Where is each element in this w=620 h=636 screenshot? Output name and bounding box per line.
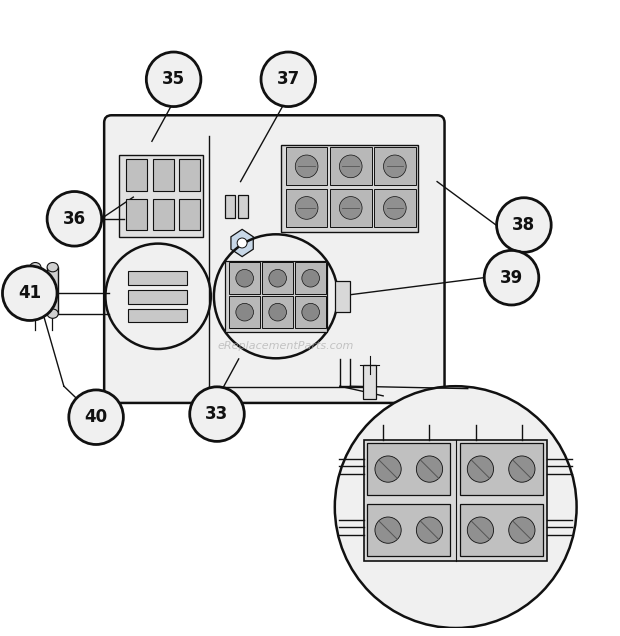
Text: 41: 41 [18,284,42,302]
Text: 36: 36 [63,210,86,228]
Circle shape [467,456,494,482]
Circle shape [236,270,254,287]
Bar [128,290,187,304]
Bar [128,308,187,322]
Bar [330,148,371,185]
Circle shape [302,270,319,287]
Bar [367,443,450,495]
Circle shape [497,198,551,252]
Bar [229,296,260,328]
Bar [286,189,327,227]
Text: eReplacementParts.com: eReplacementParts.com [217,341,353,351]
Circle shape [484,251,539,305]
Bar [262,296,293,328]
Bar [365,441,547,562]
Bar [128,272,187,285]
Circle shape [509,517,535,543]
Bar [367,504,450,556]
Circle shape [236,303,254,321]
Circle shape [417,517,443,543]
Text: 40: 40 [84,408,108,426]
Bar [459,504,542,556]
Circle shape [269,303,286,321]
Circle shape [237,238,247,248]
Circle shape [69,390,123,445]
Bar [225,261,327,332]
Circle shape [302,303,319,321]
Bar [153,198,174,230]
Bar [225,195,235,218]
Bar [330,189,371,227]
Bar [459,443,542,495]
Bar [281,144,418,232]
Polygon shape [231,230,254,256]
Bar [239,195,249,218]
Circle shape [417,456,443,482]
Bar [126,198,148,230]
Ellipse shape [47,263,58,272]
Circle shape [384,155,406,177]
Ellipse shape [30,309,41,318]
Circle shape [384,197,406,219]
Bar [47,267,58,314]
Circle shape [335,386,577,628]
Text: 33: 33 [205,405,229,423]
Bar [179,160,200,191]
Circle shape [467,517,494,543]
Circle shape [375,517,401,543]
Ellipse shape [30,263,41,272]
Bar [286,148,327,185]
Circle shape [375,456,401,482]
Text: 35: 35 [162,71,185,88]
Circle shape [47,191,102,246]
Bar [262,263,293,294]
Bar [229,263,260,294]
Circle shape [295,197,318,219]
Circle shape [509,456,535,482]
Circle shape [269,270,286,287]
Bar [295,263,326,294]
Text: 37: 37 [277,71,300,88]
Ellipse shape [47,309,58,318]
Circle shape [339,197,362,219]
Circle shape [339,155,362,177]
Bar [30,267,41,314]
Bar [119,155,203,237]
Circle shape [2,266,57,321]
Text: 38: 38 [512,216,536,234]
Bar [363,364,376,399]
Bar [295,296,326,328]
Text: 39: 39 [500,268,523,287]
Bar [374,189,415,227]
Circle shape [190,387,244,441]
Circle shape [261,52,316,107]
Bar [126,160,148,191]
Bar [335,281,350,312]
Bar [179,198,200,230]
FancyBboxPatch shape [104,115,445,403]
Circle shape [295,155,318,177]
Circle shape [146,52,201,107]
Bar [374,148,415,185]
Bar [153,160,174,191]
